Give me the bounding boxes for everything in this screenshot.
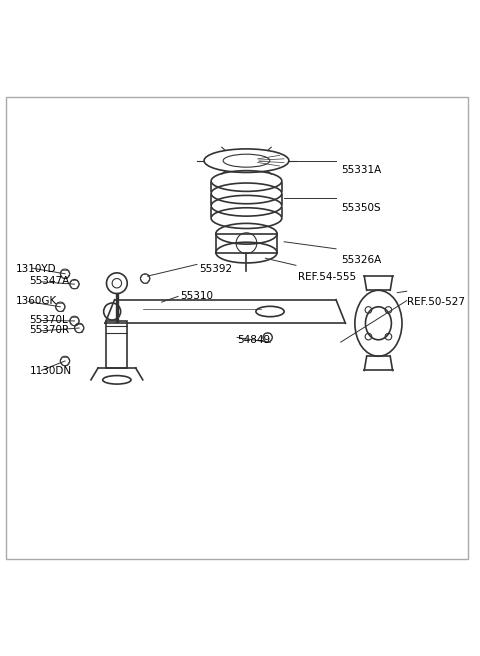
Text: 55370L: 55370L (30, 314, 69, 325)
Text: REF.50-527: REF.50-527 (407, 297, 465, 307)
Text: 1360GK: 1360GK (15, 296, 57, 306)
Text: REF.54-555: REF.54-555 (298, 272, 357, 282)
Text: 55392: 55392 (199, 264, 232, 274)
Text: 55326A: 55326A (341, 255, 381, 264)
Text: 54849: 54849 (237, 335, 270, 345)
Text: 55370R: 55370R (30, 325, 70, 335)
Text: 55347A: 55347A (30, 276, 70, 286)
Text: 55350S: 55350S (341, 203, 380, 213)
Text: 55331A: 55331A (341, 165, 381, 175)
Text: 1310YD: 1310YD (15, 264, 56, 274)
Text: 1130DN: 1130DN (30, 366, 72, 377)
Text: 55310: 55310 (180, 291, 214, 301)
